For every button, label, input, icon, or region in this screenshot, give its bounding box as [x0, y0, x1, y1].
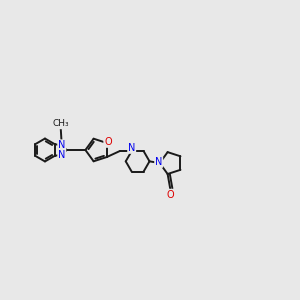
- Text: CH₃: CH₃: [52, 119, 69, 128]
- Text: O: O: [104, 137, 112, 147]
- Text: N: N: [128, 143, 135, 153]
- Text: N: N: [155, 157, 162, 167]
- Text: O: O: [167, 190, 174, 200]
- Text: N: N: [58, 140, 65, 150]
- Text: N: N: [58, 150, 65, 160]
